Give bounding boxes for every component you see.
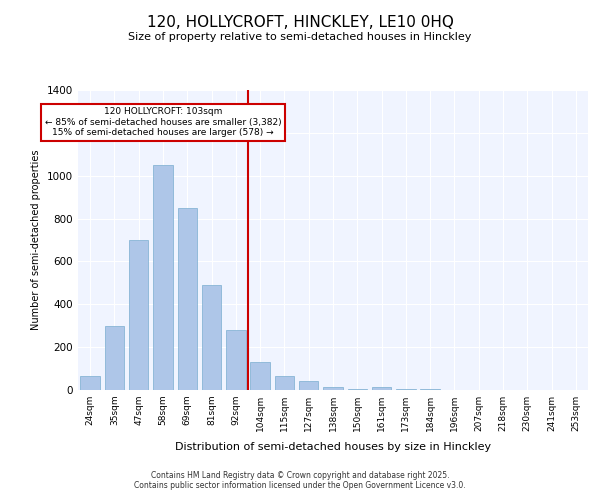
Bar [299,382,319,390]
Bar [421,389,440,390]
Y-axis label: Number of semi-detached properties: Number of semi-detached properties [31,150,41,330]
Text: 120 HOLLYCROFT: 103sqm
← 85% of semi-detached houses are smaller (3,382)
15% of : 120 HOLLYCROFT: 103sqm ← 85% of semi-det… [44,107,281,137]
Bar [347,389,367,390]
Text: Size of property relative to semi-detached houses in Hinckley: Size of property relative to semi-detach… [128,32,472,42]
Bar [202,285,221,390]
X-axis label: Distribution of semi-detached houses by size in Hinckley: Distribution of semi-detached houses by … [175,442,491,452]
Bar [372,387,391,390]
Text: Contains HM Land Registry data © Crown copyright and database right 2025.
Contai: Contains HM Land Registry data © Crown c… [134,470,466,490]
Bar [178,208,197,390]
Bar [226,330,245,390]
Bar [80,376,100,390]
Text: 120, HOLLYCROFT, HINCKLEY, LE10 0HQ: 120, HOLLYCROFT, HINCKLEY, LE10 0HQ [146,15,454,30]
Bar [153,165,173,390]
Bar [275,376,294,390]
Bar [129,240,148,390]
Bar [105,326,124,390]
Bar [250,362,270,390]
Bar [396,389,416,390]
Bar [323,387,343,390]
